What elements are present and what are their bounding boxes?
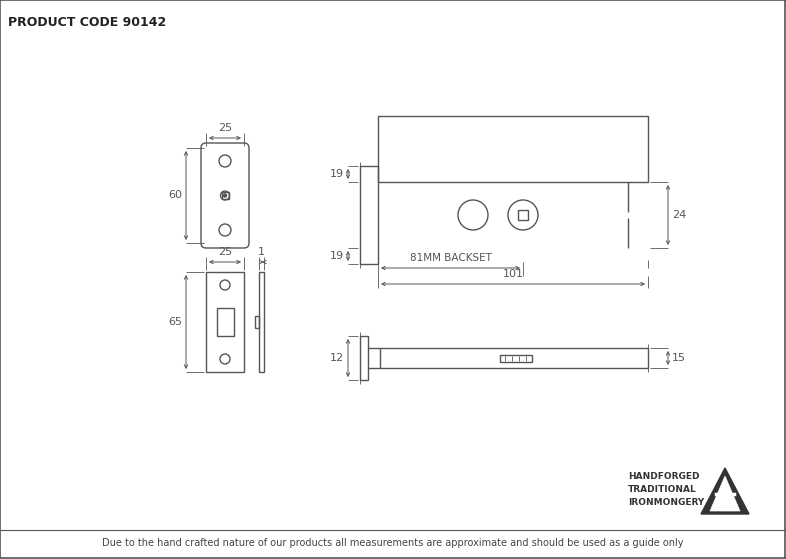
Bar [206, 272, 244, 372]
Bar [378, 116, 648, 182]
Text: 81MM BACKSET: 81MM BACKSET [410, 253, 491, 263]
Text: Due to the hand crafted nature of our products all measurements are approximate : Due to the hand crafted nature of our pr… [102, 538, 684, 548]
Bar [255, 316, 259, 328]
Text: 19: 19 [330, 169, 344, 179]
Text: IRONMONGERY: IRONMONGERY [628, 498, 704, 507]
Bar [360, 336, 368, 380]
Polygon shape [710, 476, 740, 511]
Text: PRODUCT CODE 90142: PRODUCT CODE 90142 [8, 16, 167, 29]
Bar [216, 308, 233, 336]
Text: 101: 101 [502, 269, 523, 279]
Bar [360, 166, 378, 264]
Text: 24: 24 [672, 210, 686, 220]
Text: HANDFORGED: HANDFORGED [628, 472, 700, 481]
Text: 19: 19 [330, 251, 344, 261]
Bar [518, 210, 528, 220]
Text: 60: 60 [168, 191, 182, 201]
Bar [500, 354, 532, 362]
Polygon shape [701, 468, 749, 514]
Text: 1: 1 [258, 247, 265, 257]
Bar [259, 272, 264, 372]
Text: 65: 65 [168, 317, 182, 327]
Bar [380, 348, 648, 368]
Text: 25: 25 [218, 123, 232, 133]
Bar [222, 192, 229, 199]
Text: TRADITIONAL: TRADITIONAL [628, 485, 696, 494]
Text: 15: 15 [672, 353, 686, 363]
Text: 12: 12 [330, 353, 344, 363]
Text: 25: 25 [218, 247, 232, 257]
